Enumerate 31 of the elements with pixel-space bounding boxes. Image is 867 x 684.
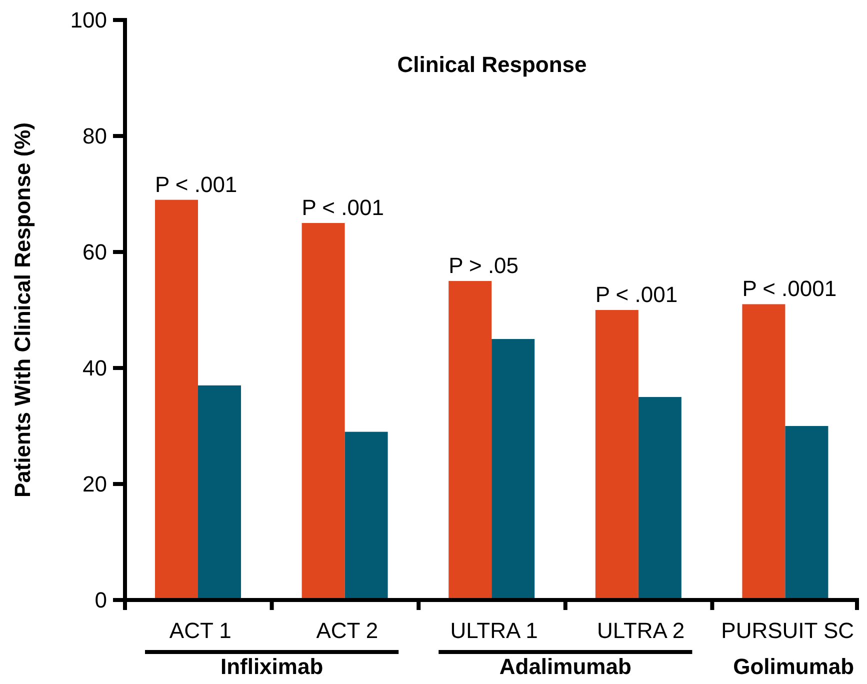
annotation: P < .001 (155, 172, 238, 197)
bar (448, 281, 492, 600)
bar (302, 223, 345, 600)
x-tick-label: ULTRA 2 (596, 618, 685, 643)
bar (198, 385, 241, 600)
bar (155, 200, 198, 600)
y-tick-label: 40 (82, 356, 107, 381)
y-axis-title: Patients With Clinical Response (%) (10, 122, 35, 498)
text: Golimumab (733, 654, 854, 679)
annotation: P < .0001 (742, 276, 837, 302)
annotation: P < .001 (302, 195, 384, 220)
y-tick-label: 80 (82, 124, 107, 149)
x-tick-label: ACT 1 (169, 618, 232, 643)
y-tick-label: 100 (70, 8, 107, 33)
annotation: P < .001 (595, 282, 678, 307)
x-tick-label: ACT 2 (316, 618, 378, 643)
annotation: P > .05 (448, 253, 519, 278)
y-tick-label: 20 (82, 472, 107, 497)
y-tick-label: 0 (94, 588, 107, 613)
bar (492, 339, 535, 600)
x-tick-label: PURSUIT SC (721, 618, 854, 643)
bar (344, 432, 388, 600)
bar (742, 304, 786, 600)
text: Adalimumab (499, 654, 632, 679)
text: Infliximab (220, 654, 324, 679)
x-tick-label: ULTRA 1 (450, 618, 538, 643)
bar (785, 426, 828, 600)
y-tick-label: 60 (82, 240, 107, 265)
bar (595, 310, 638, 600)
bar (638, 397, 682, 600)
text: Clinical Response (397, 52, 587, 77)
